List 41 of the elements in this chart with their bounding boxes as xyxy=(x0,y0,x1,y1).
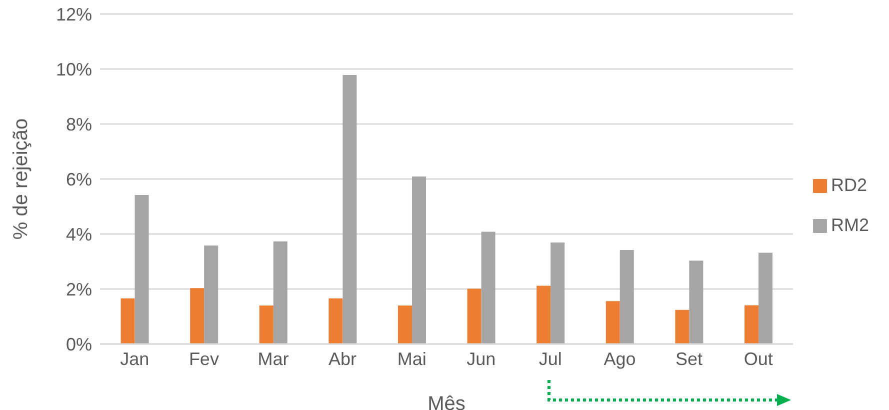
y-tick-label: 0% xyxy=(66,334,92,354)
bar xyxy=(412,176,426,344)
y-tick-label: 2% xyxy=(66,279,92,300)
legend-label: RM2 xyxy=(830,215,869,235)
bar xyxy=(467,288,482,344)
y-tick-label: 4% xyxy=(66,224,92,244)
bar xyxy=(398,306,412,344)
bar xyxy=(259,306,274,344)
y-tick-label: 8% xyxy=(66,114,92,134)
x-tick-label: Set xyxy=(676,348,703,369)
x-axis-title: Mês xyxy=(428,393,466,410)
x-tick-label: Ago xyxy=(604,348,636,369)
bar xyxy=(120,298,135,344)
bar xyxy=(620,250,634,344)
x-tick-label: Abr xyxy=(328,348,357,369)
bar xyxy=(481,232,496,344)
bar xyxy=(273,241,288,344)
bar xyxy=(606,301,620,344)
bar xyxy=(675,310,690,344)
x-tick-label: Jun xyxy=(466,348,496,369)
y-axis-title: % de rejeição xyxy=(10,118,32,240)
x-tick-label: Mar xyxy=(258,348,289,369)
bar xyxy=(536,286,551,344)
x-tick-label: Jan xyxy=(120,348,150,369)
bar xyxy=(342,75,357,344)
y-tick-label: 12% xyxy=(56,4,92,24)
x-tick-label: Jul xyxy=(538,348,562,369)
bar xyxy=(190,288,204,344)
bar xyxy=(328,298,343,344)
y-tick-label: 10% xyxy=(56,59,92,80)
bar xyxy=(689,260,704,344)
legend-label: RD2 xyxy=(830,175,867,195)
y-tick-label: 6% xyxy=(66,169,92,190)
bar xyxy=(134,194,149,344)
bar xyxy=(744,305,758,344)
x-tick-label: Mai xyxy=(397,348,426,369)
bar xyxy=(204,246,218,344)
bar xyxy=(758,252,772,344)
x-tick-label: Out xyxy=(744,348,773,369)
bar xyxy=(550,242,565,344)
x-tick-label: Fev xyxy=(188,348,219,369)
